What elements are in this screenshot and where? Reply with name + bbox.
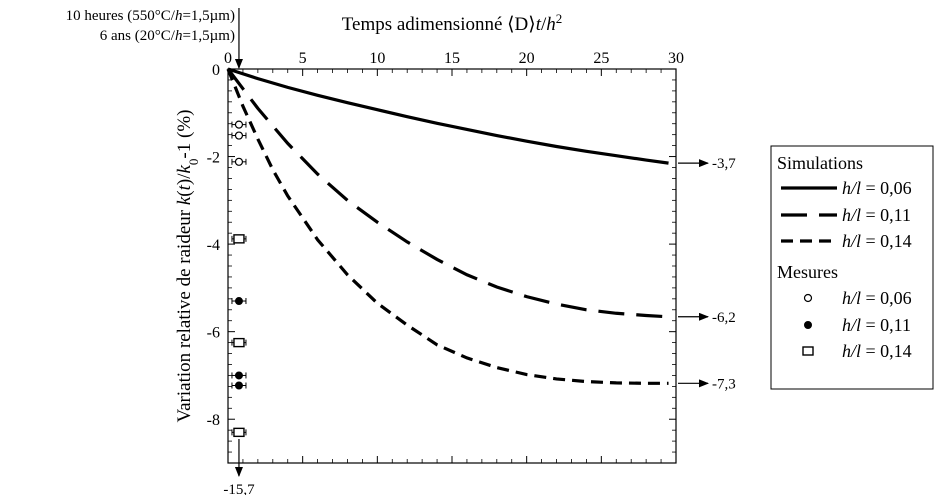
- axis-ticks: 0 5 10 15 20 25 30 0 -2 -4 -6 -8: [207, 50, 684, 464]
- annotation-10-heures-before: 10 heures (550°C/: [66, 8, 176, 24]
- annotation-6-ans-before: 6 ans (20°C/: [100, 28, 176, 44]
- x-axis-title-slash: /: [541, 14, 547, 35]
- y-tick-label: -4: [207, 237, 220, 254]
- measurement-markers: [231, 120, 247, 438]
- legend-entry-label: h/l = 0,14: [842, 231, 912, 251]
- legend-entry-label: h/l = 0,11: [842, 315, 911, 335]
- x-axis-title-t: t: [536, 14, 542, 35]
- annotation-6-ans-h: h: [175, 28, 183, 44]
- x-axis-title-h: h: [546, 14, 556, 35]
- measurement-point-circle-open: [234, 157, 244, 166]
- y-axis-title-suffix: -1 (%): [174, 110, 195, 159]
- annotation-6-ans-after: =1,5µm): [182, 28, 235, 44]
- legend-simulations-title: Simulations: [777, 153, 863, 173]
- simulation-curve-solid: [227, 67, 669, 165]
- y-tick-label: -8: [207, 412, 220, 429]
- y-axis-title-subscript: 0: [186, 159, 201, 166]
- legend-marker-circle-open: [803, 293, 813, 303]
- curve-end-label: -7,3: [712, 376, 736, 392]
- curve-end-label: -6,2: [712, 310, 736, 326]
- measurement-point-square-open: [233, 337, 245, 348]
- legend: Simulations Mesures h/l = 0,06 h/l = 0,11…: [770, 145, 934, 390]
- x-tick-label: 15: [444, 50, 460, 67]
- measurement-point-square-open: [233, 427, 245, 438]
- simulation-curve-shortdash: [226, 68, 669, 385]
- x-tick-label: 20: [519, 50, 535, 67]
- annotation-bottom-label: -15,7: [223, 482, 255, 495]
- curve-end-label: -3,7: [712, 156, 736, 172]
- y-tick-label: 0: [212, 62, 220, 79]
- measurement-point-circle-open: [234, 131, 244, 140]
- y-axis-title: Variation relative de raideur k(t)/k0-1 …: [174, 110, 201, 423]
- x-tick-label: 30: [668, 50, 684, 67]
- y-axis-title-paren-close: )/: [174, 173, 195, 185]
- y-axis-title-t: t: [174, 184, 195, 190]
- measurement-point-square-open: [233, 234, 245, 244]
- annotation-10-heures: 10 heures (550°C/h=1,5µm): [66, 8, 235, 24]
- y-axis-title-k0: k: [174, 165, 195, 174]
- y-tick-label: -6: [207, 325, 220, 342]
- legend-marker-square-open: [802, 346, 814, 356]
- measurement-point-circle-filled: [234, 381, 243, 390]
- annotation-10-heures-h: h: [175, 8, 183, 24]
- plot-frame: [227, 68, 677, 464]
- legend-entry-label: h/l = 0,06: [842, 178, 912, 198]
- measurement-point-circle-filled: [234, 371, 243, 380]
- y-axis-title-prefix: Variation relative de raideur: [174, 205, 195, 422]
- simulation-curve-longdash: [226, 68, 669, 319]
- y-tick-label: -2: [207, 150, 220, 167]
- x-tick-label: 5: [299, 50, 307, 67]
- curve-end-labels: -3,7 -6,2 -7,3: [678, 156, 736, 392]
- y-axis-title-k: k: [174, 196, 195, 205]
- x-tick-label: 25: [593, 50, 609, 67]
- x-tick-label: 10: [369, 50, 385, 67]
- x-axis-title: Temps adimensionné ⟨D⟩t/h2: [342, 11, 563, 36]
- y-axis-title-paren-open: (: [174, 190, 195, 196]
- x-axis-title-exponent: 2: [556, 11, 563, 26]
- legend-entry-label: h/l = 0,06: [842, 288, 912, 308]
- x-axis-title-prefix: Temps adimensionné ⟨D⟩: [342, 14, 536, 35]
- measurement-point-circle-filled: [234, 297, 243, 306]
- annotation-6-ans: 6 ans (20°C/h=1,5µm): [100, 28, 235, 44]
- legend-entry-label: h/l = 0,11: [842, 205, 911, 225]
- legend-mesures-title: Mesures: [777, 262, 838, 282]
- legend-marker-circle-filled: [804, 321, 812, 329]
- legend-entry-label: h/l = 0,14: [842, 341, 912, 361]
- legend-entries: h/l = 0,06 h/l = 0,11 h/l = 0,14 h/l = 0,06…: [781, 178, 912, 361]
- measurement-point-circle-open: [234, 120, 244, 129]
- simulation-curves: [226, 67, 669, 385]
- annotation-10-heures-after: =1,5µm): [182, 8, 235, 24]
- x-tick-label: 0: [224, 50, 232, 67]
